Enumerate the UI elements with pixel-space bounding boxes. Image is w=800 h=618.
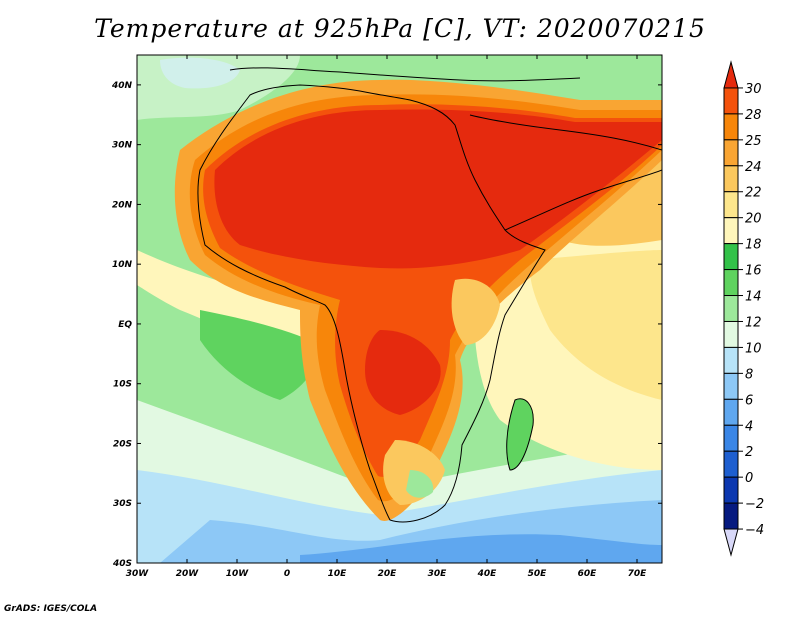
- x-tick-label: 0: [284, 569, 290, 579]
- y-tick-label: 40S: [112, 559, 132, 569]
- colorbar-box: [723, 372, 739, 400]
- x-tick-label: 10E: [328, 569, 348, 579]
- y-tick-label: 40N: [111, 81, 133, 91]
- colorbar-box: [723, 113, 739, 141]
- colorbar-label: 30: [745, 82, 762, 97]
- field-east-africa-cool: [451, 278, 500, 345]
- grads-credit: GrADS: IGES/COLA: [4, 604, 98, 614]
- coastlines: [197, 67, 662, 523]
- y-tick-label: EQ: [118, 320, 132, 330]
- colorbar-box: [723, 165, 739, 193]
- x-tick-label: 30E: [428, 569, 448, 579]
- field-south-africa-green: [406, 470, 434, 498]
- x-tick-label: 40E: [477, 569, 498, 579]
- colorbar-box: [723, 450, 739, 478]
- x-tick-label: 30W: [126, 569, 150, 579]
- colorbar-box: [723, 139, 739, 167]
- colorbar-label: 2: [745, 445, 753, 460]
- colorbar-box: [723, 476, 739, 504]
- field-central-africa-30: [365, 330, 441, 415]
- colorbar-bottom-arrow: [723, 528, 739, 557]
- temperature-field: [137, 55, 662, 563]
- colorbar-label: 14: [745, 290, 762, 305]
- field-indian-ocean-22: [529, 250, 662, 400]
- colorbar-box: [723, 295, 739, 322]
- colorbar-label: 10: [745, 341, 762, 356]
- colorbar-label: 28: [745, 108, 762, 123]
- y-tick-label: 30N: [112, 141, 133, 151]
- plot-frame: [136, 54, 663, 564]
- colorbar-label: 24: [745, 160, 762, 175]
- colorbar-box: [723, 398, 739, 426]
- colorbar-label: 16: [745, 264, 762, 279]
- coastline-arabia: [469, 114, 662, 231]
- colorbar-box: [723, 320, 739, 348]
- colorbar-label: 12: [745, 315, 762, 330]
- coastline-madagascar: [506, 398, 534, 471]
- x-tick-label: 20W: [176, 569, 200, 579]
- colorbar-label: −2: [745, 497, 764, 512]
- coastline-europe: [229, 67, 581, 82]
- y-tick-label: 30S: [113, 499, 132, 509]
- x-tick-label: 10W: [226, 569, 250, 579]
- colorbar-label: 8: [745, 367, 753, 382]
- x-tick-label: 70E: [628, 569, 648, 579]
- colorbar-box: [723, 191, 739, 219]
- field-atlantic-gulf-green: [200, 310, 320, 400]
- coastline-africa: [197, 84, 546, 523]
- y-tick-label: 20N: [112, 200, 133, 210]
- colorbar-label: 25: [745, 134, 762, 149]
- x-tick-label: 60E: [578, 569, 598, 579]
- colorbar-label: 22: [745, 186, 762, 201]
- colorbar-box: [723, 243, 739, 271]
- colorbar-label: 4: [745, 419, 753, 434]
- field-sahara-30: [214, 109, 662, 269]
- colorbar-box: [723, 502, 739, 530]
- colorbar-box: [723, 217, 739, 245]
- y-tick-label: 10N: [112, 260, 133, 270]
- x-tick-label: 50E: [528, 569, 548, 579]
- field-madagascar: [506, 398, 534, 470]
- chart-title: Temperature at 925hPa [C], VT: 202007021…: [94, 14, 706, 43]
- colorbar-box: [723, 269, 739, 297]
- colorbar-label: 6: [745, 393, 753, 408]
- x-tick-label: 20E: [378, 569, 398, 579]
- y-axis: 40N 30N 20N 10N EQ 10S 20S 30S 40S: [111, 81, 662, 569]
- field-north-atlantic-cool2: [137, 55, 300, 120]
- field-southern-ocean-6: [300, 534, 662, 563]
- y-tick-label: 10S: [113, 380, 132, 390]
- colorbar-top-arrow: [723, 60, 739, 89]
- colorbar-label: −4: [745, 523, 764, 538]
- colorbar-label: 20: [745, 212, 762, 227]
- colorbar-label: 0: [745, 471, 753, 486]
- y-tick-label: 20S: [113, 439, 132, 449]
- colorbar-box: [723, 346, 739, 374]
- colorbar-box: [723, 424, 739, 452]
- colorbar-label: 18: [745, 238, 762, 253]
- colorbar-box: [723, 87, 739, 115]
- x-axis: 30W 20W 10W 0 10E 20E 30E 40E 50E 60E 70E: [126, 55, 647, 579]
